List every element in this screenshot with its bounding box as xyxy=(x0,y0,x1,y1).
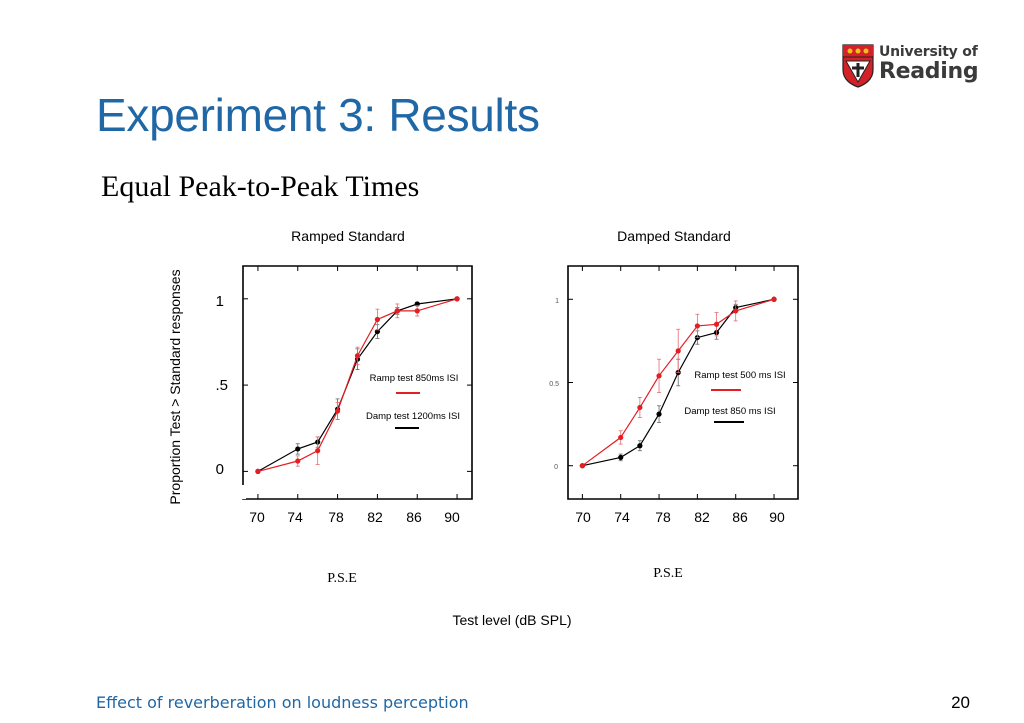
page-number: 20 xyxy=(951,693,970,712)
data-point xyxy=(315,448,321,454)
axis-gap xyxy=(232,485,246,499)
charts-canvas: Ramped Standard Proportion Test > Standa… xyxy=(167,228,799,628)
footer-text: Effect of reverberation on loudness perc… xyxy=(96,693,469,712)
x-tick-label: 74 xyxy=(287,509,303,525)
data-point xyxy=(454,296,460,302)
x-label: P.S.E xyxy=(653,566,683,581)
data-point xyxy=(374,328,381,335)
data-point xyxy=(771,296,777,302)
data-point xyxy=(618,454,624,460)
x-tick-label: 78 xyxy=(328,509,344,525)
x-tick-label: 90 xyxy=(444,509,460,525)
chart-damped: Damped Standard 0 0.5 1 70 74 78 82 86 9… xyxy=(549,228,799,581)
data-point xyxy=(656,411,662,417)
x-tick-label: 90 xyxy=(769,509,785,525)
y-tick-label: 0.5 xyxy=(549,381,559,388)
chart-title: Ramped Standard xyxy=(291,228,405,244)
data-point xyxy=(295,446,301,452)
data-point xyxy=(334,408,341,414)
x-tick-label: 74 xyxy=(614,509,630,525)
tick-marks xyxy=(243,266,472,499)
y-tick-label: 1 xyxy=(555,298,559,305)
logo-line1: University of xyxy=(879,44,978,60)
legend-label-damp: Damp test 1200ms ISI xyxy=(366,411,460,422)
data-point xyxy=(579,463,585,469)
chart-ramped: Ramped Standard Proportion Test > Standa… xyxy=(167,228,473,586)
data-point xyxy=(675,348,681,354)
data-point xyxy=(394,308,400,314)
y-tick-labels: 0 0.5 1 xyxy=(549,298,559,471)
data-point xyxy=(656,373,662,379)
y-axis-label: Proportion Test > Standard responses xyxy=(167,269,183,504)
y-tick-label: 1 xyxy=(216,293,224,310)
shared-x-axis-label: Test level (dB SPL) xyxy=(452,612,571,628)
data-point xyxy=(414,308,420,314)
series-line xyxy=(257,298,458,472)
plot-frame xyxy=(567,265,799,500)
chart-title: Damped Standard xyxy=(617,228,731,244)
plot-frame xyxy=(242,265,473,500)
data-point xyxy=(354,353,361,359)
data-point xyxy=(733,308,739,314)
tick-marks xyxy=(568,266,798,499)
y-tick-label: 0 xyxy=(554,464,558,471)
data-point xyxy=(694,323,700,329)
y-tick-label: .5 xyxy=(215,377,228,394)
y-tick-labels: 0 .5 1 xyxy=(215,293,228,478)
crest-icon xyxy=(842,44,874,88)
x-tick-label: 86 xyxy=(732,509,748,525)
data-point xyxy=(637,443,643,449)
legend-label-damp: Damp test 850 ms ISI xyxy=(684,406,775,417)
logo-line2: Reading xyxy=(879,59,979,84)
x-tick-label: 70 xyxy=(575,509,591,525)
x-label: P.S.E xyxy=(327,571,357,586)
legend-label-ramp: Ramp test 500 ms ISI xyxy=(694,370,785,381)
data-point xyxy=(374,316,381,323)
legend-label-ramp: Ramp test 850ms ISI xyxy=(370,373,459,384)
x-tick-labels: 70 74 78 82 86 90 xyxy=(249,509,460,525)
data-point xyxy=(414,301,420,307)
x-tick-label: 78 xyxy=(655,509,671,525)
y-tick-label: 0 xyxy=(216,461,224,478)
data-point xyxy=(618,434,624,441)
x-tick-label: 70 xyxy=(249,509,265,525)
data-point xyxy=(713,321,720,327)
slide-subtitle: Equal Peak-to-Peak Times xyxy=(101,170,420,203)
data-point xyxy=(255,468,261,474)
university-logo: University of Reading xyxy=(842,44,979,88)
x-tick-label: 82 xyxy=(694,509,710,525)
x-tick-labels: 70 74 78 82 86 90 xyxy=(575,509,785,525)
data-point xyxy=(637,404,643,411)
series-line xyxy=(257,298,458,472)
series-group xyxy=(255,296,460,474)
series-group xyxy=(579,296,777,469)
data-point xyxy=(295,458,301,464)
slide-title: Experiment 3: Results xyxy=(96,89,540,141)
x-tick-label: 82 xyxy=(367,509,383,525)
x-tick-label: 86 xyxy=(406,509,422,525)
